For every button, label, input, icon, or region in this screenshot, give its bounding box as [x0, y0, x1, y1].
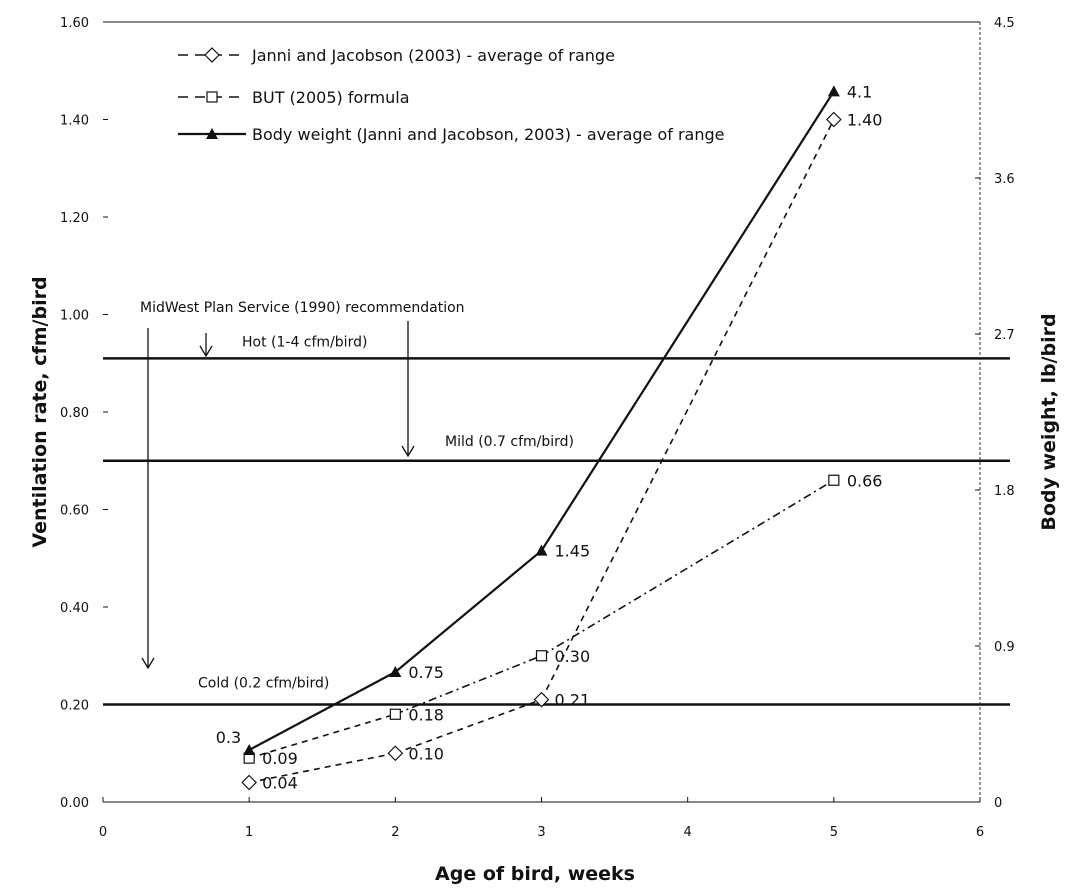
data-label: 0.3: [216, 728, 241, 747]
series-segment: [541, 479, 835, 657]
y-tick-label: 0.20: [60, 699, 89, 714]
y-tick-label: 1.00: [60, 309, 89, 324]
x-tick-label: 5: [830, 825, 838, 840]
reference-line-label: Hot (1-4 cfm/bird): [242, 334, 367, 350]
x-tick-label: 4: [684, 825, 692, 840]
legend: Janni and Jacobson (2003) - average of r…: [178, 46, 725, 144]
series-segment: [395, 698, 542, 755]
series-segment: [248, 671, 396, 751]
diamond-marker: [241, 774, 258, 791]
square-marker: [828, 474, 840, 486]
triangle-marker: [206, 128, 218, 139]
legend-entry: Janni and Jacobson (2003) - average of r…: [251, 46, 615, 65]
y-tick-label: 1.20: [60, 211, 89, 226]
data-label: 0.21: [555, 691, 591, 710]
diamond-marker: [533, 691, 550, 708]
data-label: 0.04: [262, 774, 298, 793]
y-tick-label: 1.40: [60, 114, 89, 129]
legend-entry: BUT (2005) formula: [252, 88, 410, 107]
diamond-marker: [387, 745, 404, 762]
series-segment: [249, 752, 396, 784]
y-tick-label: 0.60: [60, 504, 89, 519]
series-segment: [540, 119, 835, 700]
y-tick-label: 0.40: [60, 601, 89, 616]
data-label: 0.09: [262, 749, 298, 768]
series-segment: [395, 655, 542, 715]
data-label: 0.75: [408, 663, 444, 682]
y-tick-label: 1.60: [60, 16, 89, 31]
y2-tick-label: 0.9: [994, 640, 1015, 655]
square-marker: [389, 708, 401, 720]
x-axis-title: Age of bird, weeks: [435, 863, 635, 885]
y-tick-label: 0.80: [60, 406, 89, 421]
x-tick-label: 3: [537, 825, 545, 840]
reference-line-label: Cold (0.2 cfm/bird): [198, 676, 329, 692]
series-segment: [540, 90, 835, 552]
triangle-marker: [389, 666, 402, 677]
diamond-marker: [825, 111, 842, 128]
y2-tick-label: 1.8: [994, 484, 1015, 499]
recommendation-label: MidWest Plan Service (1990) recommendati…: [140, 300, 465, 316]
data-label: 1.45: [555, 542, 591, 561]
arrow-cold-head: [141, 657, 155, 670]
square-marker: [206, 91, 218, 103]
data-label: 0.66: [847, 471, 883, 490]
triangle-marker: [827, 85, 840, 97]
data-label: 4.1: [847, 82, 872, 101]
annotations: Hot (1-4 cfm/bird) Mild (0.7 cfm/bird) Col…: [140, 300, 574, 692]
y2-tick-label: 4.5: [994, 16, 1015, 31]
square-marker: [535, 650, 548, 662]
reference-line-label: Mild (0.7 cfm/bird): [445, 434, 574, 450]
y-tick-label: 0.00: [60, 796, 89, 811]
legend-entry: Body weight (Janni and Jacobson, 2003) -…: [252, 125, 725, 144]
x-tick-label: 1: [245, 825, 253, 840]
data-label: 0.30: [555, 647, 591, 666]
series-layer: 0.04 0.10 0.21 1.40 0.09 0.18 0.30 0.66 0.3 0.75 1…: [216, 82, 883, 792]
data-label: 0.10: [408, 744, 444, 763]
series-segment: [394, 549, 543, 673]
y2-axis-title: Body weight, lb/bird: [1038, 313, 1060, 530]
arrow-hot-head: [199, 345, 213, 358]
x-tick-label: 2: [391, 825, 399, 840]
y2-tick-label: 0: [994, 796, 1002, 811]
diamond-marker: [204, 47, 220, 63]
y-axis-title: Ventilation rate, cfm/bird: [29, 276, 51, 547]
axes: 0.00 0.20 0.40 0.60 0.80 1.00 1.20 1.40 1.60 0 0.9…: [29, 16, 1060, 885]
reference-lines: [103, 357, 1010, 706]
x-tick-label: 6: [976, 825, 984, 840]
data-label: 1.40: [847, 111, 883, 130]
arrow-mild-head: [401, 445, 415, 458]
series-segment: [248, 713, 396, 759]
x-tick-label: 0: [99, 825, 107, 840]
triangle-marker: [243, 744, 256, 755]
data-label: 0.18: [408, 705, 444, 724]
triangle-marker: [535, 544, 548, 556]
y2-tick-label: 2.7: [994, 328, 1015, 343]
y2-tick-label: 3.6: [994, 172, 1015, 187]
